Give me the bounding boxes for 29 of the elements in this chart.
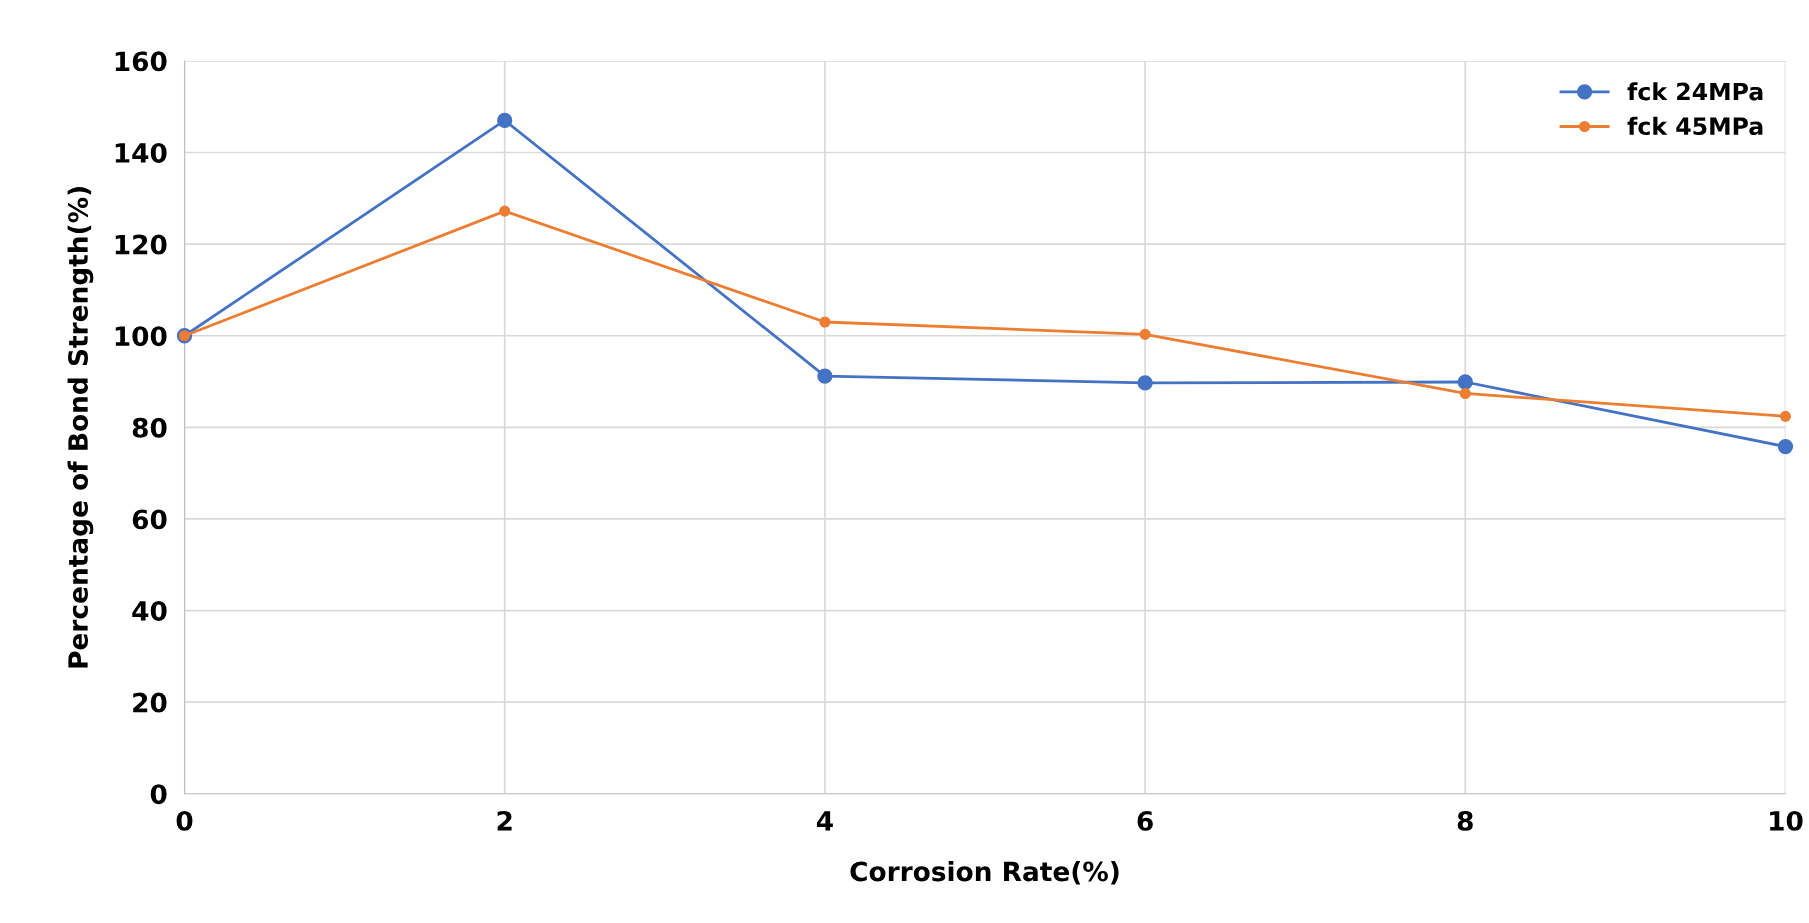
y-tick-label: 100 <box>115 326 167 347</box>
y-tick-label: 80 <box>132 417 167 438</box>
y-tick-label: 160 <box>115 51 167 72</box>
legend-label: fck 45MPa <box>1627 116 1763 136</box>
point <box>499 205 511 217</box>
point <box>1137 375 1153 391</box>
x-tick-label: 2 <box>497 810 512 831</box>
point <box>819 316 831 328</box>
point <box>1459 387 1471 400</box>
y-tick-label: 40 <box>132 601 167 621</box>
point <box>1139 328 1151 340</box>
x-axis-title: Corrosion Rate(%) <box>850 860 1119 885</box>
y-tick-label: 120 <box>115 234 167 255</box>
x-tick-label: 8 <box>1457 810 1473 831</box>
point <box>817 368 833 384</box>
point <box>1779 410 1792 422</box>
y-tick-label: 0 <box>150 784 167 805</box>
x-tick-label: 6 <box>1137 810 1153 831</box>
point <box>497 112 513 129</box>
y-tick-label: 60 <box>132 509 167 530</box>
point <box>1777 438 1794 455</box>
x-tick-label: 4 <box>816 811 833 831</box>
point <box>1457 374 1473 390</box>
y-tick-label: 140 <box>115 142 167 163</box>
legend-label: fck 24MPa <box>1627 82 1763 101</box>
x-tick-label: 0 <box>176 810 193 831</box>
x-tick-label: 10 <box>1770 810 1803 831</box>
y-axis-title: Percentage of Bond Strength(%) <box>67 187 94 668</box>
y-tick-label: 20 <box>133 692 167 713</box>
